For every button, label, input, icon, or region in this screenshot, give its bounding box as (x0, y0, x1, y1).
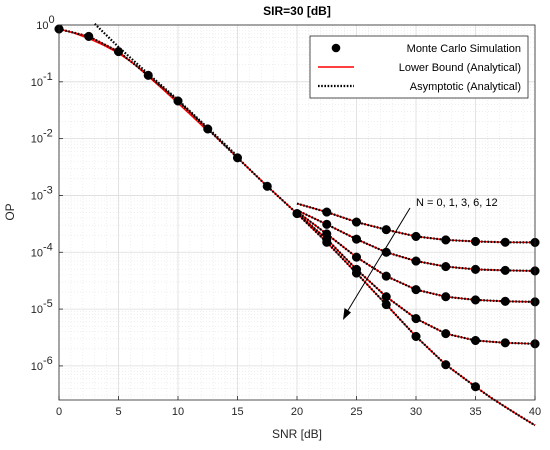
monte-carlo-point (381, 292, 391, 302)
y-tick-base: 10 (31, 190, 43, 202)
monte-carlo-point (500, 296, 510, 306)
monte-carlo-point (351, 217, 362, 227)
asymptotic-line-n-0 (296, 202, 536, 244)
annotation-arrow-head (343, 308, 351, 320)
monte-carlo-point (441, 329, 451, 339)
x-tick-label: 40 (529, 406, 541, 418)
y-tick-base: 10 (31, 77, 43, 89)
monte-carlo-point (262, 181, 272, 191)
y-tick-label: 10 -2 (31, 128, 53, 146)
y-tick-label: 10-4 (31, 241, 53, 259)
annotation-text: N = 0, 1, 3, 6, 12 (416, 197, 498, 209)
monte-carlo-point (381, 300, 391, 310)
monte-carlo-point (441, 235, 451, 245)
monte-carlo-point (441, 360, 451, 370)
y-tick-exponent: -3 (43, 184, 53, 196)
monte-carlo-point (411, 285, 421, 295)
monte-carlo-point (500, 338, 510, 348)
legend-label: Lower Bound (Analytical) (399, 62, 521, 74)
monte-carlo-point (351, 234, 362, 244)
x-tick-label: 5 (115, 406, 121, 418)
annotation-arrow-shaft (346, 207, 411, 313)
y-tick-exponent: -2 (43, 128, 53, 140)
legend-label: Asymptotic (Analytical) (410, 81, 521, 93)
monte-carlo-point (322, 207, 332, 217)
asymptotic-line-n-12-tail (474, 385, 536, 427)
monte-carlo-point (470, 382, 481, 392)
monte-carlo-point (84, 31, 94, 41)
y-tick-exponent: 0 (49, 14, 55, 26)
y-tick-base: 10 (31, 304, 43, 316)
monte-carlo-point (500, 237, 510, 247)
y-tick-label: 10 0 (36, 14, 54, 32)
legend-marker-monte-carlo (331, 43, 341, 53)
y-tick-label: 10 -1 (31, 71, 53, 89)
y-tick-label: 10 -6 (31, 355, 53, 373)
monte-carlo-point (381, 271, 391, 281)
monte-carlo-point (322, 219, 332, 229)
monte-carlo-point (411, 256, 421, 266)
y-tick-label: 10 -5 (31, 298, 53, 316)
monte-carlo-point (381, 225, 391, 235)
monte-carlo-point (470, 236, 481, 247)
legend: Monte Carlo Simulation Lower Bound (Analy… (309, 35, 529, 99)
monte-carlo-point (441, 292, 451, 302)
monte-carlo-point (351, 268, 362, 278)
y-tick-exponent: -1 (43, 71, 53, 83)
monte-carlo-point (441, 262, 451, 272)
legend-label: Monte Carlo Simulation (407, 43, 521, 55)
y-tick-exponent: -5 (43, 298, 53, 310)
x-tick-label: 35 (469, 406, 481, 418)
x-tick-label: 0 (56, 406, 62, 418)
monte-carlo-point (292, 209, 302, 219)
x-tick-label: 15 (231, 406, 243, 418)
x-axis-label: SNR [dB] (272, 427, 322, 441)
monte-carlo-point (470, 335, 481, 346)
y-tick-base: 10 (31, 247, 43, 259)
y-tick-base: 10 (31, 361, 43, 373)
monte-carlo-point (411, 314, 421, 324)
y-tick-label: 10 -3 (31, 184, 53, 202)
monte-carlo-point (143, 70, 153, 80)
x-tick-label: 30 (410, 406, 422, 418)
asymptotic-line-asymptotic-low-snr (93, 23, 239, 158)
monte-carlo-point (411, 331, 421, 342)
monte-carlo-point (173, 96, 183, 106)
x-tick-label: 25 (350, 406, 362, 418)
monte-carlo-point (411, 231, 421, 241)
monte-carlo-point (203, 124, 213, 134)
monte-carlo-point (470, 295, 481, 305)
x-tick-label: 20 (291, 406, 303, 418)
chart-title: SIR=30 [dB] (263, 4, 331, 18)
series-group (54, 23, 540, 427)
monte-carlo-point (232, 153, 243, 163)
y-tick-base: 10 (36, 20, 48, 32)
grid (58, 24, 536, 400)
monte-carlo-point (113, 47, 124, 57)
monte-carlo-point (470, 264, 481, 274)
monte-carlo-point (322, 237, 332, 247)
y-tick-exponent: -6 (43, 355, 53, 367)
y-axis-label: OP (3, 203, 17, 220)
monte-carlo-point (351, 252, 362, 262)
annotation-group: N = 0, 1, 3, 6, 12 (343, 197, 498, 320)
y-tick-exponent: -4 (43, 241, 53, 253)
x-tick-label: 10 (172, 406, 184, 418)
monte-carlo-point (500, 265, 510, 275)
y-tick-base: 10 (31, 134, 43, 146)
